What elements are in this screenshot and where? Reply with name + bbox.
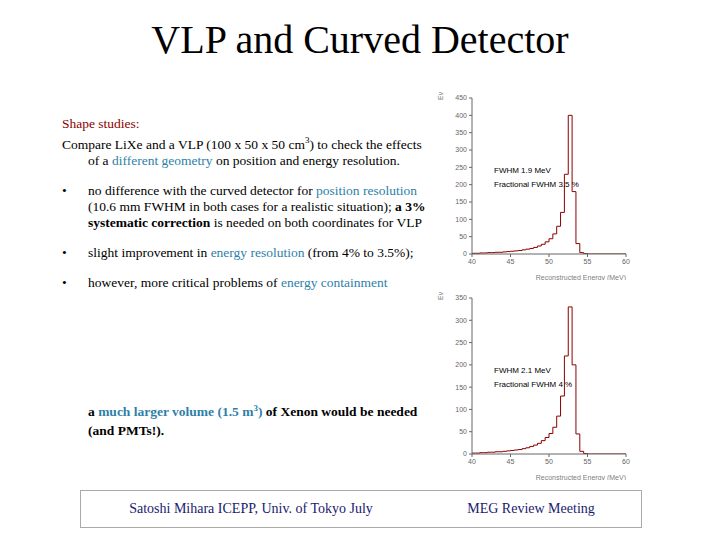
svg-text:350: 350 bbox=[455, 129, 467, 136]
html-text:Satoshi Mihara ICEPP, Univ. of: Satoshi Mihara ICEPP, Univ. of Tokyo Jul… bbox=[129, 501, 373, 516]
svg-text:50: 50 bbox=[459, 428, 467, 435]
html-text:however, more critical problem: however, more critical problems of energ… bbox=[88, 274, 388, 290]
svg-text:400: 400 bbox=[455, 112, 467, 119]
html-text:slight improvement in energy r: slight improvement in energy resolution … bbox=[88, 244, 414, 260]
svg-text:0: 0 bbox=[463, 250, 467, 257]
html-text:Compare LiXe and a VLP (100 x: Compare LiXe and a VLP (100 x 50 x 50 cm… bbox=[62, 135, 422, 168]
svg-text:0: 0 bbox=[463, 450, 467, 457]
svg-text:300: 300 bbox=[455, 146, 467, 153]
svg-text:150: 150 bbox=[455, 384, 467, 391]
svg-text:250: 250 bbox=[455, 164, 467, 171]
svg-text:Reconstructed Energy (MeV): Reconstructed Energy (MeV) bbox=[536, 274, 626, 280]
html-text:FWHM 2.1 MeV: FWHM 2.1 MeV bbox=[494, 366, 551, 375]
svg-text:Reconstructed Energy (MeV): Reconstructed Energy (MeV) bbox=[536, 474, 626, 480]
svg-text:200: 200 bbox=[455, 181, 467, 188]
html-text:a much larger volume (1.5 m3): a much larger volume (1.5 m3) of Xenon w… bbox=[88, 402, 418, 438]
svg-text:40: 40 bbox=[468, 258, 476, 265]
svg-text:100: 100 bbox=[455, 406, 467, 413]
html-text:(10.6 mm FWHM in both cases fo: (10.6 mm FWHM in both cases for a realis… bbox=[88, 198, 426, 230]
svg-text:50: 50 bbox=[545, 458, 553, 465]
html-text:Shape studies:: Shape studies: bbox=[62, 116, 140, 131]
html-text:MEG Review Meeting: MEG Review Meeting bbox=[467, 501, 595, 516]
svg-text:60: 60 bbox=[622, 258, 630, 265]
svg-text:60: 60 bbox=[622, 458, 630, 465]
svg-text:55: 55 bbox=[584, 458, 592, 465]
html-text:no difference with the curved: no difference with the curved detector f… bbox=[88, 182, 417, 198]
html-text:FWHM 1.9 MeV: FWHM 1.9 MeV bbox=[494, 166, 551, 175]
svg-text:45: 45 bbox=[507, 258, 515, 265]
svg-text:300: 300 bbox=[455, 317, 467, 324]
svg-text:Events: Events bbox=[437, 92, 444, 100]
svg-text:55: 55 bbox=[584, 258, 592, 265]
svg-text:50: 50 bbox=[459, 233, 467, 240]
svg-text:150: 150 bbox=[455, 198, 467, 205]
svg-text:Events: Events bbox=[437, 292, 444, 300]
svg-text:40: 40 bbox=[468, 458, 476, 465]
svg-text:350: 350 bbox=[455, 294, 467, 301]
html-text:Fractional FWHM 3.5 %: Fractional FWHM 3.5 % bbox=[494, 180, 579, 189]
svg-text:50: 50 bbox=[545, 258, 553, 265]
html-text:Fractional FWHM 4 %: Fractional FWHM 4 % bbox=[494, 380, 573, 389]
svg-text:100: 100 bbox=[455, 216, 467, 223]
svg-text:200: 200 bbox=[455, 361, 467, 368]
svg-text:250: 250 bbox=[455, 339, 467, 346]
svg-text:450: 450 bbox=[455, 94, 467, 101]
svg-text:45: 45 bbox=[507, 458, 515, 465]
html-text:VLP and Curved Detector: VLP and Curved Detector bbox=[151, 17, 569, 62]
